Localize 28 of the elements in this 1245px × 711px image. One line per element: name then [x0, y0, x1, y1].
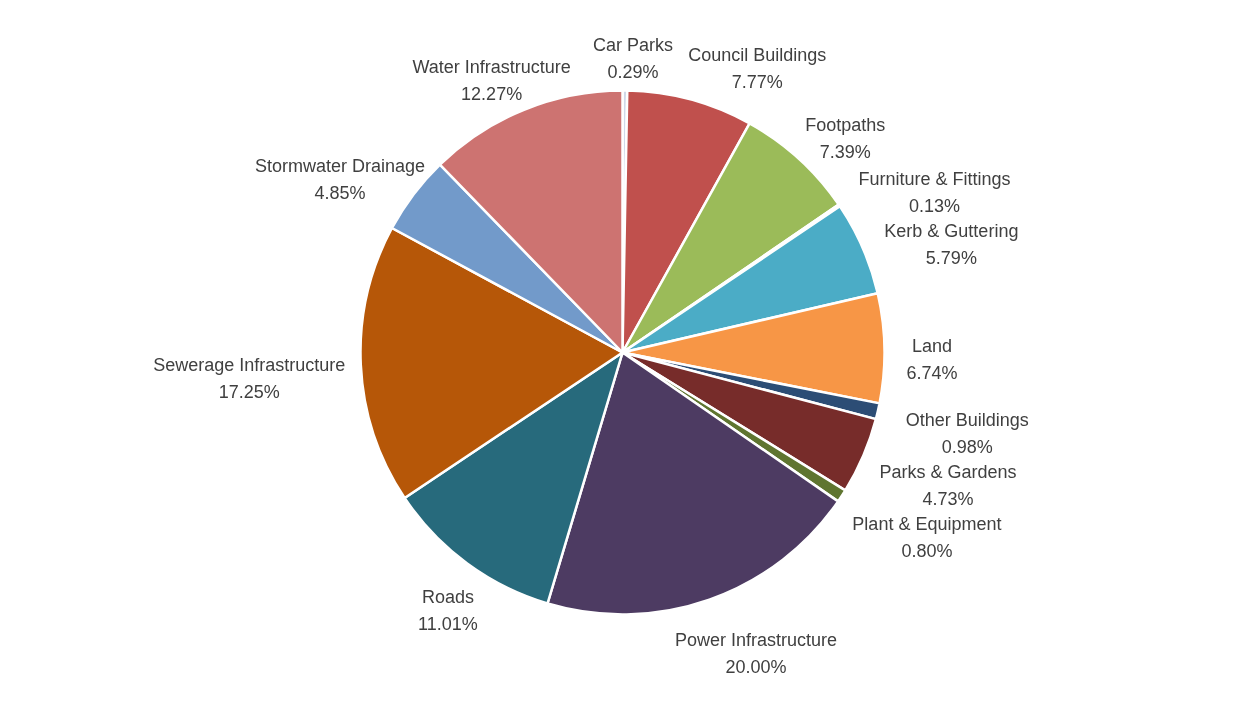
slice-label: Power Infrastructure: [675, 629, 838, 650]
slice-label: Sewerage Infrastructure: [153, 355, 346, 376]
slice-label: Land: [911, 336, 952, 356]
slice-label: Water Infrastructure: [412, 57, 571, 78]
slice-label: Roads: [421, 587, 474, 608]
data-label: 4.85%: [314, 183, 366, 204]
data-label: 4.73%: [922, 488, 974, 509]
data-label: 7.39%: [819, 141, 871, 162]
slice-label: Plant & Equipment: [852, 513, 1002, 534]
data-label: 12.27%: [461, 84, 523, 105]
data-label: 5.79%: [925, 248, 977, 269]
data-label: 17.25%: [218, 382, 280, 403]
data-label: 20.00%: [725, 656, 787, 677]
slice-label: Furniture & Fittings: [858, 169, 1011, 190]
data-label: 0.80%: [901, 540, 953, 561]
slice-label: Other Buildings: [905, 409, 1029, 430]
slice-label: Car Parks: [592, 35, 673, 56]
slice-label: Kerb & Guttering: [884, 221, 1019, 242]
data-label: 11.01%: [418, 614, 478, 635]
slice-label: Council Buildings: [688, 45, 827, 66]
slice-label: Stormwater Drainage: [254, 156, 426, 177]
data-label: 0.13%: [909, 196, 961, 217]
data-label: 6.74%: [906, 363, 958, 383]
data-label: 0.29%: [607, 62, 659, 83]
slice-label: Footpaths: [805, 114, 886, 135]
slice-label: Parks & Gardens: [879, 461, 1017, 482]
data-label: 0.98%: [941, 436, 993, 457]
data-label: 7.77%: [731, 72, 783, 93]
